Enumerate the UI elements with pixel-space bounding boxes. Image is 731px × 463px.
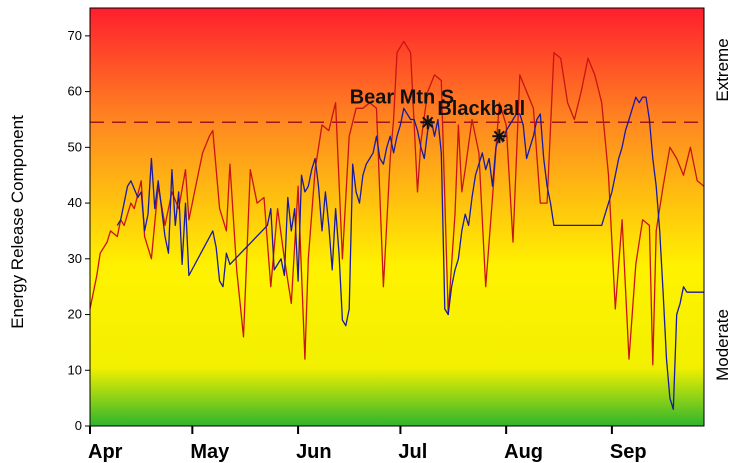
y-tick-label: 70 xyxy=(68,28,82,43)
marker-2 xyxy=(492,129,506,143)
x-tick-label: Sep xyxy=(610,441,647,463)
y-tick-label: 30 xyxy=(68,251,82,266)
marker-label: Blackball xyxy=(437,98,525,120)
y-tick-label: 0 xyxy=(75,418,82,433)
y-tick-label: 20 xyxy=(68,307,82,322)
y-tick-label: 40 xyxy=(68,195,82,210)
y-tick-label: 10 xyxy=(68,362,82,377)
x-tick-label: Apr xyxy=(88,441,123,463)
y-axis-title: Energy Release Component xyxy=(8,115,27,329)
x-tick-label: Jul xyxy=(398,441,427,463)
moderate-label: Moderate xyxy=(713,309,731,381)
x-tick-label: Aug xyxy=(504,441,543,463)
extreme-label: Extreme xyxy=(713,38,731,101)
y-tick-label: 50 xyxy=(68,139,82,154)
x-tick-label: May xyxy=(190,441,230,463)
marker-1 xyxy=(421,115,435,129)
plot-background xyxy=(90,8,704,426)
x-tick-label: Jun xyxy=(296,441,332,463)
y-tick-label: 60 xyxy=(68,84,82,99)
